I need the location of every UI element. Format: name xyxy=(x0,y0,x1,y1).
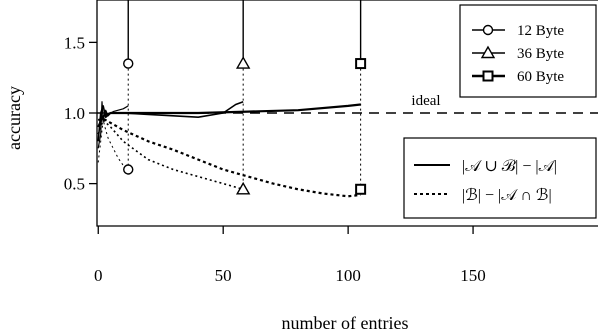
series-line xyxy=(97,103,361,128)
data-point-marker xyxy=(355,58,367,70)
x-tick-label: 0 xyxy=(94,266,103,285)
y-tick-label: 1.0 xyxy=(64,104,85,123)
plot-frame xyxy=(96,0,598,227)
legend-sizes-label: 36 Byte xyxy=(517,46,564,62)
y-tick-label: 1.5 xyxy=(64,33,85,52)
x-axis-label: number of entries xyxy=(282,313,409,333)
series-line xyxy=(97,117,361,198)
y-tick-label: 0.5 xyxy=(64,175,85,194)
legend-metrics-label: |ℬ| − |𝒜 ∩ ℬ| xyxy=(462,187,552,204)
x-tick-label: 150 xyxy=(460,266,486,285)
legend-sizes-label: 60 Byte xyxy=(517,69,564,85)
legend-sizes-box xyxy=(459,4,597,98)
x-tick-label: 100 xyxy=(335,266,361,285)
legend-sizes-marker xyxy=(482,24,494,36)
legend-metrics-box xyxy=(403,137,597,219)
plot-area: 0.5 1.0 1.5 0 50 100 150 ideal 12 Byte 36 Byte 60 … xyxy=(64,0,598,285)
ideal-label: ideal xyxy=(411,93,440,109)
data-point-marker xyxy=(235,56,251,69)
data-point-marker xyxy=(355,183,367,195)
legend-sizes-label: 12 Byte xyxy=(517,23,564,39)
data-point-marker xyxy=(123,164,134,175)
y-axis-label: accuracy xyxy=(4,86,24,150)
legend-sizes-marker xyxy=(480,45,496,59)
x-tick-label: 50 xyxy=(215,266,232,285)
series-line xyxy=(97,100,244,142)
data-point-marker xyxy=(123,58,134,69)
series-line xyxy=(97,119,129,170)
series-line xyxy=(97,119,244,191)
legend-sizes-marker xyxy=(482,70,494,82)
legend-metrics-label: |𝒜 ∪ ℬ| − |𝒜| xyxy=(462,158,557,175)
data-point-marker xyxy=(235,181,251,195)
